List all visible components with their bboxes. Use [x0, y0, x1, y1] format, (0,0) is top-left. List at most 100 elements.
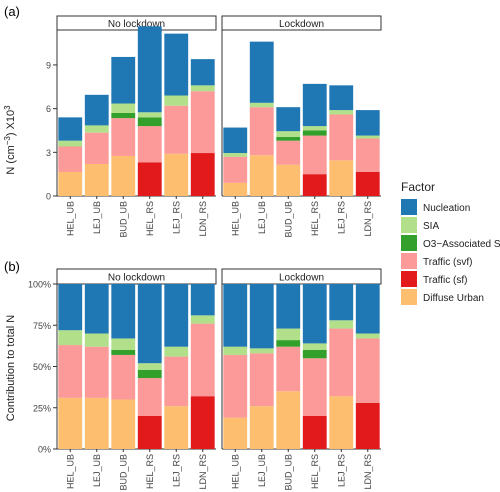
bar-segment-sia	[329, 110, 354, 115]
bar-segment-diffuse-urban	[329, 396, 354, 449]
bar-segment-nucleation	[137, 284, 162, 364]
facet-strip	[221, 268, 382, 285]
bar-segment-o3-associated-sa	[137, 117, 162, 127]
bar-segment-traffic-svf-	[137, 378, 162, 416]
x-tick-label: HEL_UB	[65, 454, 75, 489]
bar-segment-sia	[190, 315, 215, 324]
legend-label: Traffic (svf)	[423, 257, 472, 268]
bar-segment-nucleation	[58, 284, 83, 331]
bar-segment-traffic-sf-	[302, 416, 327, 449]
bar-segment-nucleation	[302, 284, 327, 344]
facet-strip-label: No lockdown	[108, 19, 165, 30]
facet-strip	[56, 268, 217, 285]
bar-segment-nucleation	[137, 26, 162, 113]
x-tick-label: LEJ_UB	[92, 201, 102, 234]
bar-segment-traffic-svf-	[84, 346, 109, 398]
legend-label: Nucleation	[423, 203, 470, 214]
bar-segment-sia	[355, 333, 380, 339]
bar-segment-nucleation	[111, 56, 136, 104]
bar-segment-nucleation	[84, 94, 109, 126]
x-tick-label: HEL_RS	[310, 454, 320, 489]
bar-segment-sia	[302, 126, 327, 131]
bar-segment-o3-associated-sa	[302, 350, 327, 359]
x-tick-label: BUD_UB	[118, 201, 128, 238]
legend-swatch	[401, 253, 417, 269]
bar-segment-o3-associated-sa	[276, 137, 301, 141]
bar-segment-sia	[137, 363, 162, 370]
bar-segment-nucleation	[329, 85, 354, 111]
y-tick-label: 9	[46, 60, 51, 70]
x-tick-label: BUD_UB	[283, 201, 293, 238]
x-tick-label: LEJ_RS	[171, 454, 181, 487]
bar-segment-sia	[276, 131, 301, 138]
y-tick-label: 0%	[38, 445, 51, 455]
bar-segment-traffic-svf-	[164, 356, 189, 407]
bar-segment-traffic-svf-	[302, 135, 327, 175]
bar-segment-traffic-svf-	[355, 138, 380, 172]
bar-segment-traffic-svf-	[223, 354, 248, 418]
bar-segment-sia	[58, 330, 83, 346]
x-tick-label: HEL_UB	[65, 201, 75, 236]
bar-segment-traffic-svf-	[190, 91, 215, 154]
legend-swatch	[401, 235, 417, 251]
bar-segment-nucleation	[276, 284, 301, 329]
bar-segment-nucleation	[164, 284, 189, 347]
bar-segment-diffuse-urban	[84, 163, 109, 196]
x-tick-label: HEL_UB	[230, 201, 240, 236]
bar-segment-diffuse-urban	[84, 397, 109, 449]
bar-segment-diffuse-urban	[276, 164, 301, 196]
bar-segment-traffic-sf-	[190, 396, 215, 449]
bar-segment-traffic-svf-	[329, 328, 354, 397]
bar-segment-nucleation	[223, 284, 248, 347]
bar-segment-traffic-svf-	[58, 146, 83, 172]
bar-segment-diffuse-urban	[164, 153, 189, 196]
legend-label: Traffic (sf)	[423, 275, 467, 286]
bar-segment-o3-associated-sa	[302, 130, 327, 136]
bar-segment-nucleation	[58, 117, 83, 141]
facet-strip-label: Lockdown	[279, 19, 324, 30]
bar-segment-sia	[190, 85, 215, 92]
bar-segment-nucleation	[249, 41, 274, 103]
legend-swatch	[401, 217, 417, 233]
bar-segment-traffic-sf-	[137, 416, 162, 449]
y-tick-label: 100%	[28, 280, 51, 290]
bar-segment-nucleation	[302, 83, 327, 127]
bar-segment-traffic-svf-	[84, 132, 109, 164]
bar-segment-traffic-sf-	[355, 402, 380, 449]
panel-b: (b) Contribution to total N 0% 25% 50% 75% 1…	[4, 259, 382, 491]
bar-segment-sia	[223, 153, 248, 157]
bar-segment-nucleation	[223, 127, 248, 154]
x-tick-label: LEJ_UB	[92, 454, 102, 487]
bar-segment-sia	[302, 343, 327, 350]
x-tick-label: LDN_RS	[198, 454, 208, 490]
panel-b-tag: (b)	[4, 259, 20, 274]
bar-segment-traffic-svf-	[249, 353, 274, 407]
panel-a: (a) N (cm−3) X103 0 3 6 9 No lockdown HEL_UB L…	[3, 4, 382, 238]
bar-segment-nucleation	[164, 33, 189, 96]
y-tick-label: 0	[46, 192, 51, 202]
x-tick-label: LEJ_RS	[171, 201, 181, 234]
x-tick-label: HEL_UB	[230, 454, 240, 489]
legend-label: O3−Associated SA	[423, 239, 500, 250]
bar-segment-nucleation	[190, 59, 215, 86]
bar-segment-sia	[223, 346, 248, 355]
bar-segment-traffic-svf-	[249, 107, 274, 156]
x-tick-label: BUD_UB	[118, 454, 128, 491]
y-tick-label: 6	[46, 104, 51, 114]
bar-segment-diffuse-urban	[329, 160, 354, 196]
bar-segment-diffuse-urban	[276, 391, 301, 449]
bar-segment-diffuse-urban	[164, 406, 189, 449]
x-tick-label: HEL_RS	[145, 201, 155, 236]
bar-segment-sia	[164, 95, 189, 106]
bar-segment-traffic-svf-	[164, 105, 189, 154]
bar-segment-nucleation	[84, 284, 109, 334]
x-tick-label: HEL_RS	[310, 201, 320, 236]
facet-strip-label: No lockdown	[108, 273, 165, 284]
bar-segment-diffuse-urban	[58, 397, 83, 449]
y-tick-label: 50%	[33, 362, 51, 372]
bar-segment-sia	[137, 112, 162, 118]
bar-segment-traffic-sf-	[190, 153, 215, 196]
bar-segment-sia	[111, 103, 136, 113]
bar-segment-traffic-sf-	[302, 174, 327, 196]
